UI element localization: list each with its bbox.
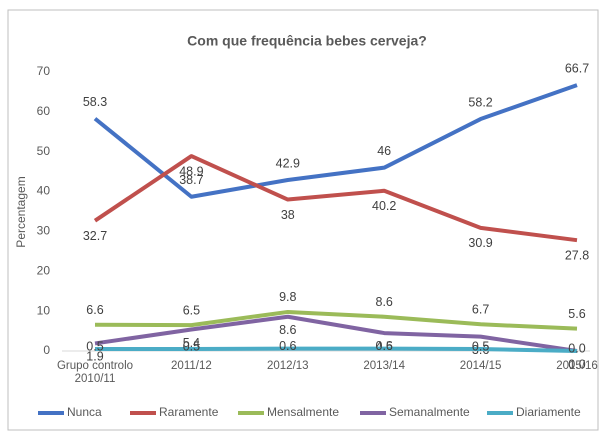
data-label: 0.0 [568,357,585,371]
data-label: 5.4 [183,336,200,350]
data-label: 40.2 [372,199,396,213]
data-label: 27.8 [565,248,589,262]
series-line [95,346,578,353]
legend-label: Nunca [67,405,102,419]
data-label: 6.7 [472,303,489,317]
data-label: 6.5 [183,303,200,317]
data-label: 1.9 [86,350,103,364]
series-line [94,309,578,331]
y-tick-label: 10 [37,303,51,317]
x-tick-label: 2011/12 [171,360,212,372]
legend-label: Diariamente [516,405,581,419]
data-label: 0.6 [376,339,393,353]
data-label: 58.2 [468,95,492,109]
frame [7,9,599,431]
data-label: 42.9 [276,156,300,170]
x-tick-label: 2013/14 [363,360,405,372]
data-label: 8.6 [376,295,393,309]
data-label: 9.8 [279,290,296,304]
data-label: 46 [377,144,391,158]
data-label: 5.6 [568,307,585,321]
x-tick-label: Grupo controlo 2010/11 [56,360,134,385]
x-tick-label: 2015/16 [556,360,598,372]
legend-label: Semanalmente [389,405,470,419]
y-tick-label: 50 [37,144,51,158]
y-tick-label: 30 [37,224,51,238]
y-axis-title: Percentagem [14,176,28,247]
y-tick-label: 70 [37,64,51,78]
y-tick-label: 40 [37,184,51,198]
series-line [93,154,578,243]
data-label: 0.5 [472,339,489,353]
data-label: 66.7 [565,61,589,75]
data-label: 48.9 [179,164,203,178]
data-label: 0.0 [568,341,585,355]
chart-title: Com que frequência bebes cerveja? [187,33,427,49]
x-tick-label: 2014/15 [459,360,502,372]
y-tick-label: 0 [43,343,50,357]
data-label: 38 [281,208,295,222]
data-label: 0.5 [183,339,200,353]
y-tick-label: 20 [37,263,51,277]
series-line [94,314,578,353]
series-line [93,83,578,199]
data-label: 8.6 [279,323,296,337]
data-label: 32.7 [83,229,107,243]
legend-label: Mensalmente [267,405,339,419]
data-label: 30.9 [468,236,492,250]
data-label: 0.5 [86,339,103,353]
data-label: 58.3 [83,95,107,109]
y-tick-label: 60 [37,104,51,118]
x-tick-label: 2012/13 [267,360,309,372]
data-label: 6.6 [86,303,103,317]
data-label: 0.6 [279,339,296,353]
legend-label: Raramente [159,405,219,419]
data-label: 38.7 [179,173,203,187]
